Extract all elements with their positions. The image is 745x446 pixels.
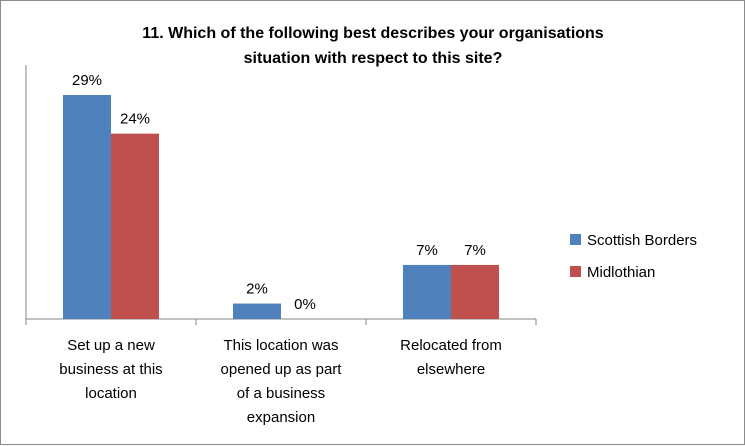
data-label: 7% (464, 242, 486, 259)
chart-title: 11. Which of the following best describe… (142, 25, 604, 67)
chart-legend: Scottish Borders Midlothian (570, 232, 697, 281)
legend-swatch (570, 234, 581, 245)
category-label: expansion (247, 409, 315, 426)
category-label: This location was (223, 337, 338, 354)
legend-label: Scottish Borders (587, 232, 697, 249)
data-label: 0% (294, 296, 316, 313)
data-label: 24% (120, 111, 150, 128)
bar-scottish-borders (403, 264, 451, 319)
legend-swatch (570, 266, 581, 277)
chart-title-line: situation with respect to this site? (244, 50, 503, 67)
data-labels: 29% 24% 2% 0% 7% 7% (72, 72, 486, 313)
category-label: business at this (59, 361, 162, 378)
data-label: 7% (416, 242, 438, 259)
category-label: of a business (237, 385, 325, 402)
data-label: 2% (246, 281, 268, 298)
category-label: opened up as part (221, 361, 343, 378)
bar-scottish-borders (63, 95, 111, 319)
category-label: Set up a new (67, 337, 155, 354)
chart-bars (63, 95, 499, 319)
category-labels: Set up a new business at this location This… (59, 337, 502, 426)
legend-label: Midlothian (587, 264, 655, 281)
category-label: location (85, 385, 137, 402)
bar-scottish-borders (233, 303, 281, 319)
bar-midlothian (111, 133, 159, 319)
category-label: elsewhere (417, 361, 485, 378)
chart-title-line: 11. Which of the following best describe… (142, 25, 604, 42)
data-label: 29% (72, 72, 102, 89)
bar-midlothian (451, 264, 499, 319)
category-label: Relocated from (400, 337, 502, 354)
